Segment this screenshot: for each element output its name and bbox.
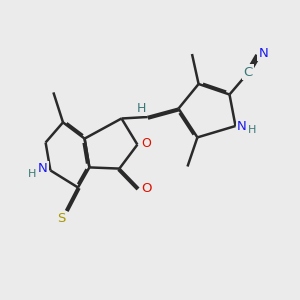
Text: S: S [57, 212, 66, 225]
Text: H: H [137, 101, 146, 115]
Text: C: C [244, 65, 253, 79]
Text: O: O [142, 182, 152, 196]
Text: H: H [248, 124, 256, 135]
Text: N: N [237, 119, 247, 133]
Text: N: N [259, 46, 268, 60]
Text: N: N [38, 162, 48, 176]
Text: H: H [28, 169, 37, 179]
Text: O: O [141, 136, 151, 150]
